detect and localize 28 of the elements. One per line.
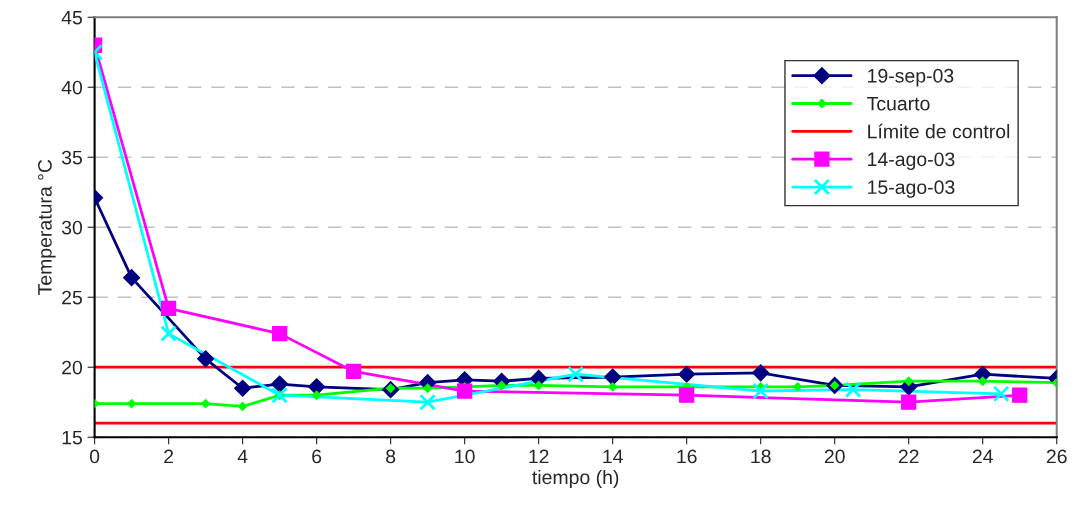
x-tick-label: 26: [1046, 449, 1067, 464]
y-tick-label: 25: [62, 290, 82, 305]
legend-label: 15-ago-03: [868, 180, 955, 198]
y-axis-title: Temperatura °C: [38, 159, 56, 295]
x-tick-label: 18: [751, 449, 771, 464]
y-tick-label: 40: [61, 80, 83, 95]
legend-label: 19-sep-03: [868, 68, 954, 87]
x-tick-label: 16: [677, 449, 697, 464]
x-tick-label: 20: [824, 449, 845, 464]
x-tick-label: 24: [972, 449, 993, 464]
x-tick-label: 6: [312, 449, 322, 464]
x-tick-label: 22: [898, 449, 919, 464]
y-tick-label: 20: [62, 360, 83, 375]
y-tick-label: 15: [62, 430, 82, 445]
y-tick-label: 35: [61, 150, 82, 165]
y-tick-label: 45: [61, 10, 82, 25]
x-axis-title: tiempo (h): [532, 469, 619, 489]
x-tick-label: 2: [164, 449, 174, 464]
x-tick-label: 10: [455, 449, 475, 464]
x-tick-label: 8: [386, 449, 396, 464]
y-tick-label: 30: [61, 220, 83, 235]
x-tick-label: 12: [529, 449, 549, 464]
x-tick-label: 4: [237, 449, 248, 464]
legend-label: Tcuarto: [867, 96, 930, 111]
legend-label: 14-ago-03: [868, 152, 955, 171]
x-tick-label: 0: [89, 449, 100, 464]
legend-label: Límite de control: [868, 123, 1010, 139]
x-tick-label: 14: [603, 449, 623, 464]
